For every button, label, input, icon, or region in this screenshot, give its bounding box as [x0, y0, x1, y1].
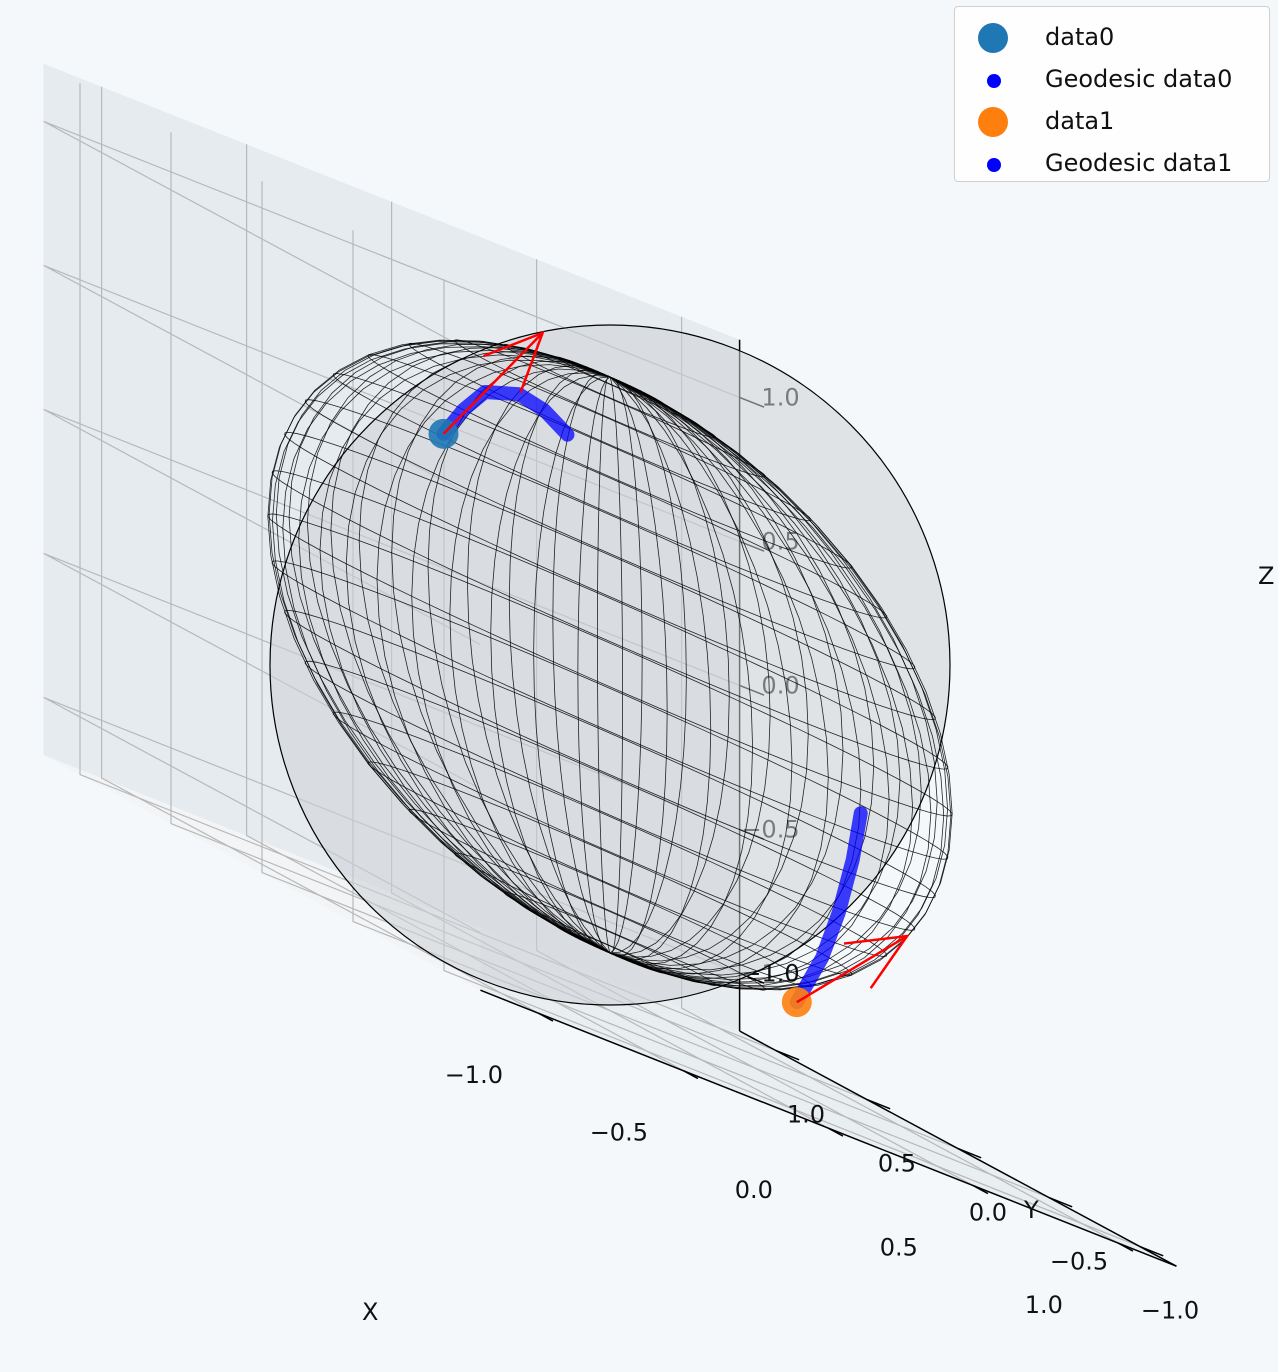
x-tick [538, 1012, 554, 1022]
sphere-parallel [556, 356, 664, 405]
sphere-parallel [304, 660, 916, 931]
legend-label: data0 [1045, 23, 1115, 51]
x-tick-label: −0.5 [590, 1119, 648, 1147]
legend-marker-data0 [978, 23, 1008, 53]
sphere-parallel [332, 711, 888, 957]
geodesic-geodesic-data0 [436, 384, 575, 442]
y-tick-label: −1.0 [1141, 1297, 1199, 1325]
x-tick [973, 1185, 989, 1195]
z-axis-label: Z [1258, 562, 1274, 590]
sphere-parallel [267, 513, 953, 817]
geodesic-geodesic-data1 [789, 806, 868, 1010]
sphere-parallel [284, 431, 936, 721]
x-tick-label: 1.0 [1025, 1291, 1063, 1319]
y-tick-label: 0.5 [878, 1150, 916, 1178]
legend-label: Geodesic data1 [1045, 149, 1233, 177]
x-tick-label: −1.0 [445, 1061, 503, 1089]
x-tick-label: 0.0 [735, 1176, 773, 1204]
legend-marker-geodesic-data1 [987, 158, 1001, 172]
x-axis-label: X [362, 1298, 378, 1326]
sphere-parallel [284, 609, 936, 899]
vector-arrowhead [482, 330, 545, 393]
legend-label: data1 [1045, 107, 1115, 135]
vector-shaft [796, 934, 908, 1004]
y-tick [866, 1098, 891, 1110]
sphere-wireframe [267, 324, 953, 1006]
y-tick-label: −0.5 [1050, 1248, 1108, 1276]
sphere-parallel [332, 373, 888, 619]
sphere-parallel [367, 354, 853, 569]
legend-label: Geodesic data0 [1045, 65, 1233, 93]
vector-shaft [442, 332, 544, 435]
sphere-parallel [271, 470, 949, 770]
geodesic-paths [436, 384, 868, 1010]
gridline-y [261, 181, 959, 1150]
y-axis-label: Y [1023, 1196, 1039, 1224]
tangent-vectors [442, 330, 910, 1004]
sphere-parallel [503, 891, 717, 986]
sphere-parallel [367, 761, 853, 976]
sphere-parallel [304, 399, 916, 670]
x-tick [683, 1070, 699, 1080]
y-tick [957, 1147, 982, 1159]
legend-marker-geodesic-data0 [987, 74, 1001, 88]
x-tick-label: 0.5 [880, 1234, 918, 1262]
legend-marker-data1 [978, 107, 1008, 137]
y-tick [775, 1049, 800, 1061]
y-tick [1139, 1245, 1164, 1257]
gridline-x [100, 86, 539, 1014]
sphere-parallel [271, 560, 949, 860]
legend: data0 Geodesic data0 data1 Geodesic data… [954, 6, 1270, 182]
y-tick [1048, 1196, 1073, 1208]
gridline-z [43, 120, 740, 398]
x-tick [828, 1127, 844, 1137]
x-tick [1118, 1242, 1134, 1252]
gridline-y [170, 132, 868, 1101]
y-tick-label: 1.0 [787, 1101, 825, 1129]
sphere-parallel [454, 852, 766, 991]
y-tick-label: 0.0 [969, 1199, 1007, 1227]
vector-arrowhead [843, 934, 910, 989]
sphere-parallel [454, 339, 766, 478]
sphere-parallel [556, 925, 664, 974]
sphere-parallel [408, 342, 812, 522]
tick-labels: −1.0−1.0−1.0−0.5−0.5−0.50.00.00.00.50.50… [445, 383, 1199, 1324]
sphere-parallel [408, 808, 812, 988]
sphere-body [269, 324, 951, 1006]
